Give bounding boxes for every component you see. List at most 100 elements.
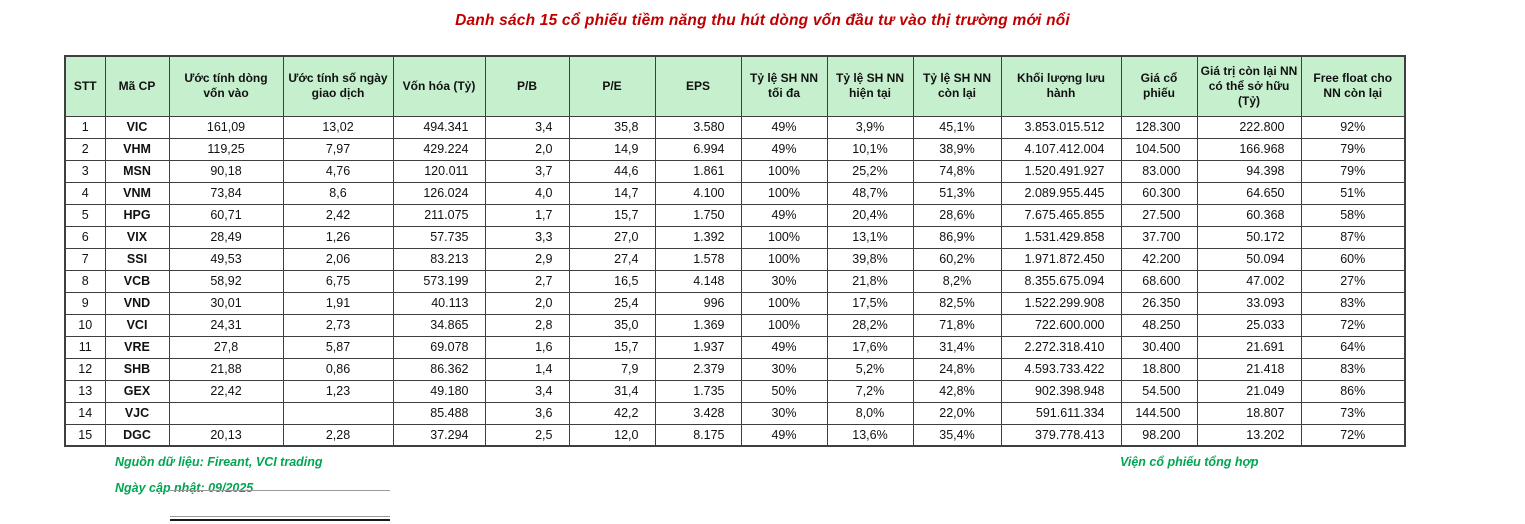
table-cell: 35,8 [568,115,656,139]
table-cell: 51,3% [912,181,1002,205]
table-cell: 38,9% [912,137,1002,161]
table-cell: 7 [64,247,106,271]
table-cell: 166.968 [1196,137,1302,161]
table-cell: 85.488 [392,401,486,425]
header-row: STT Mã CP Ước tính dòng vốn vào Ước tính số… [64,55,1406,117]
column-header-7: EPS [654,55,742,117]
table-cell: 1.520.491.927 [1000,159,1122,183]
table-cell: 2.379 [654,357,742,381]
table-cell: 42.200 [1120,247,1198,271]
table-cell: 1.578 [654,247,742,271]
table-cell: 27.500 [1120,203,1198,227]
table-cell: 161,09 [168,115,284,139]
ticker-cell: SSI [104,247,170,271]
table-cell: 14,9 [568,137,656,161]
table-cell: 3,4 [484,379,570,403]
table-cell: 50% [740,379,828,403]
data-source-note: Nguồn dữ liệu: Fireant, VCI trading [115,455,323,469]
table-cell: 1.750 [654,203,742,227]
table-cell: 1,6 [484,335,570,359]
table-cell: 2,06 [282,247,394,271]
table-cell: 722.600.000 [1000,313,1122,337]
table-row: 1 VIC 161,09 13,02 494.341 3,4 35,8 3.580 49% 3,9… [64,115,1406,139]
table-cell: 40.113 [392,291,486,315]
table-cell: 72% [1300,423,1406,447]
table-cell: 16,5 [568,269,656,293]
table-cell: 49% [740,423,828,447]
table-cell: 21,8% [826,269,914,293]
table-cell: 3,4 [484,115,570,139]
ticker-cell: VND [104,291,170,315]
table-cell: 71,8% [912,313,1002,337]
table-cell: 51% [1300,181,1406,205]
table-row: 3 MSN 90,18 4,76 120.011 3,7 44,6 1.861 100% 25,2… [64,159,1406,183]
table-cell: 100% [740,181,828,205]
table-cell: 3 [64,159,106,183]
table-cell: 94.398 [1196,159,1302,183]
table-cell: 21.049 [1196,379,1302,403]
footer-right-note: Viện cổ phiếu tổng hợp [1120,455,1259,469]
table-cell: 83% [1300,357,1406,381]
table-cell: 37.294 [392,423,486,447]
table-cell: 83% [1300,291,1406,315]
column-header-3: Ước tính số ngày giao dịch [282,55,394,117]
table-cell: 30% [740,357,828,381]
table-row: 15 DGC 20,13 2,28 37.294 2,5 12,0 8.175 49% 13,6%… [64,423,1406,447]
table-cell: 28,2% [826,313,914,337]
table-cell: 83.213 [392,247,486,271]
table-cell: 1.735 [654,379,742,403]
table-cell: 14 [64,401,106,425]
table-row: 8 VCB 58,92 6,75 573.199 2,7 16,5 4.148 30% 21,8%… [64,269,1406,293]
table-body: 1 VIC 161,09 13,02 494.341 3,4 35,8 3.580 49% 3,9… [64,115,1406,447]
table-cell: 39,8% [826,247,914,271]
table-cell: 1,4 [484,357,570,381]
table-cell: 27,8 [168,335,284,359]
table-cell: 2 [64,137,106,161]
ticker-cell: VNM [104,181,170,205]
table-cell: 3.428 [654,401,742,425]
table-cell: 2,8 [484,313,570,337]
table-cell: 4.593.733.422 [1000,357,1122,381]
table-row: 2 VHM 119,25 7,97 429.224 2,0 14,9 6.994 49% 10,1… [64,137,1406,161]
table-cell: 74,8% [912,159,1002,183]
table-cell: 1.522.299.908 [1000,291,1122,315]
table-cell: 60.368 [1196,203,1302,227]
table-cell: 42,8% [912,379,1002,403]
table-cell: 10,1% [826,137,914,161]
table-cell: 2,7 [484,269,570,293]
table-cell: 100% [740,247,828,271]
table-cell: 1,26 [282,225,394,249]
table-cell: 35,4% [912,423,1002,447]
table-cell: 1.369 [654,313,742,337]
table-cell: 1,7 [484,203,570,227]
table-cell: 25.033 [1196,313,1302,337]
ticker-cell: VJC [104,401,170,425]
table-cell: 100% [740,159,828,183]
table-cell: 25,4 [568,291,656,315]
table-cell: 14,7 [568,181,656,205]
table-cell: 92% [1300,115,1406,139]
table-cell: 26.350 [1120,291,1198,315]
table-cell [168,401,284,425]
table-cell: 28,6% [912,203,1002,227]
table-cell: 1.531.429.858 [1000,225,1122,249]
table-cell: 17,6% [826,335,914,359]
table-cell: 8,2% [912,269,1002,293]
table-cell [282,401,394,425]
table-cell: 1 [64,115,106,139]
table-cell: 28,49 [168,225,284,249]
table-cell: 30% [740,269,828,293]
table-cell: 31,4 [568,379,656,403]
table-cell: 21.691 [1196,335,1302,359]
table-cell: 37.700 [1120,225,1198,249]
table-cell: 48.250 [1120,313,1198,337]
table-cell: 144.500 [1120,401,1198,425]
table-cell: 591.611.334 [1000,401,1122,425]
table-cell: 18.807 [1196,401,1302,425]
table-cell: 12 [64,357,106,381]
column-header-13: Giá trị còn lại NN có thể sở hữu (Tỷ) [1196,55,1302,117]
table-cell: 2.089.955.445 [1000,181,1122,205]
table-cell: 49% [740,115,828,139]
update-date-note: Ngày cập nhật: 09/2025 [115,481,254,495]
